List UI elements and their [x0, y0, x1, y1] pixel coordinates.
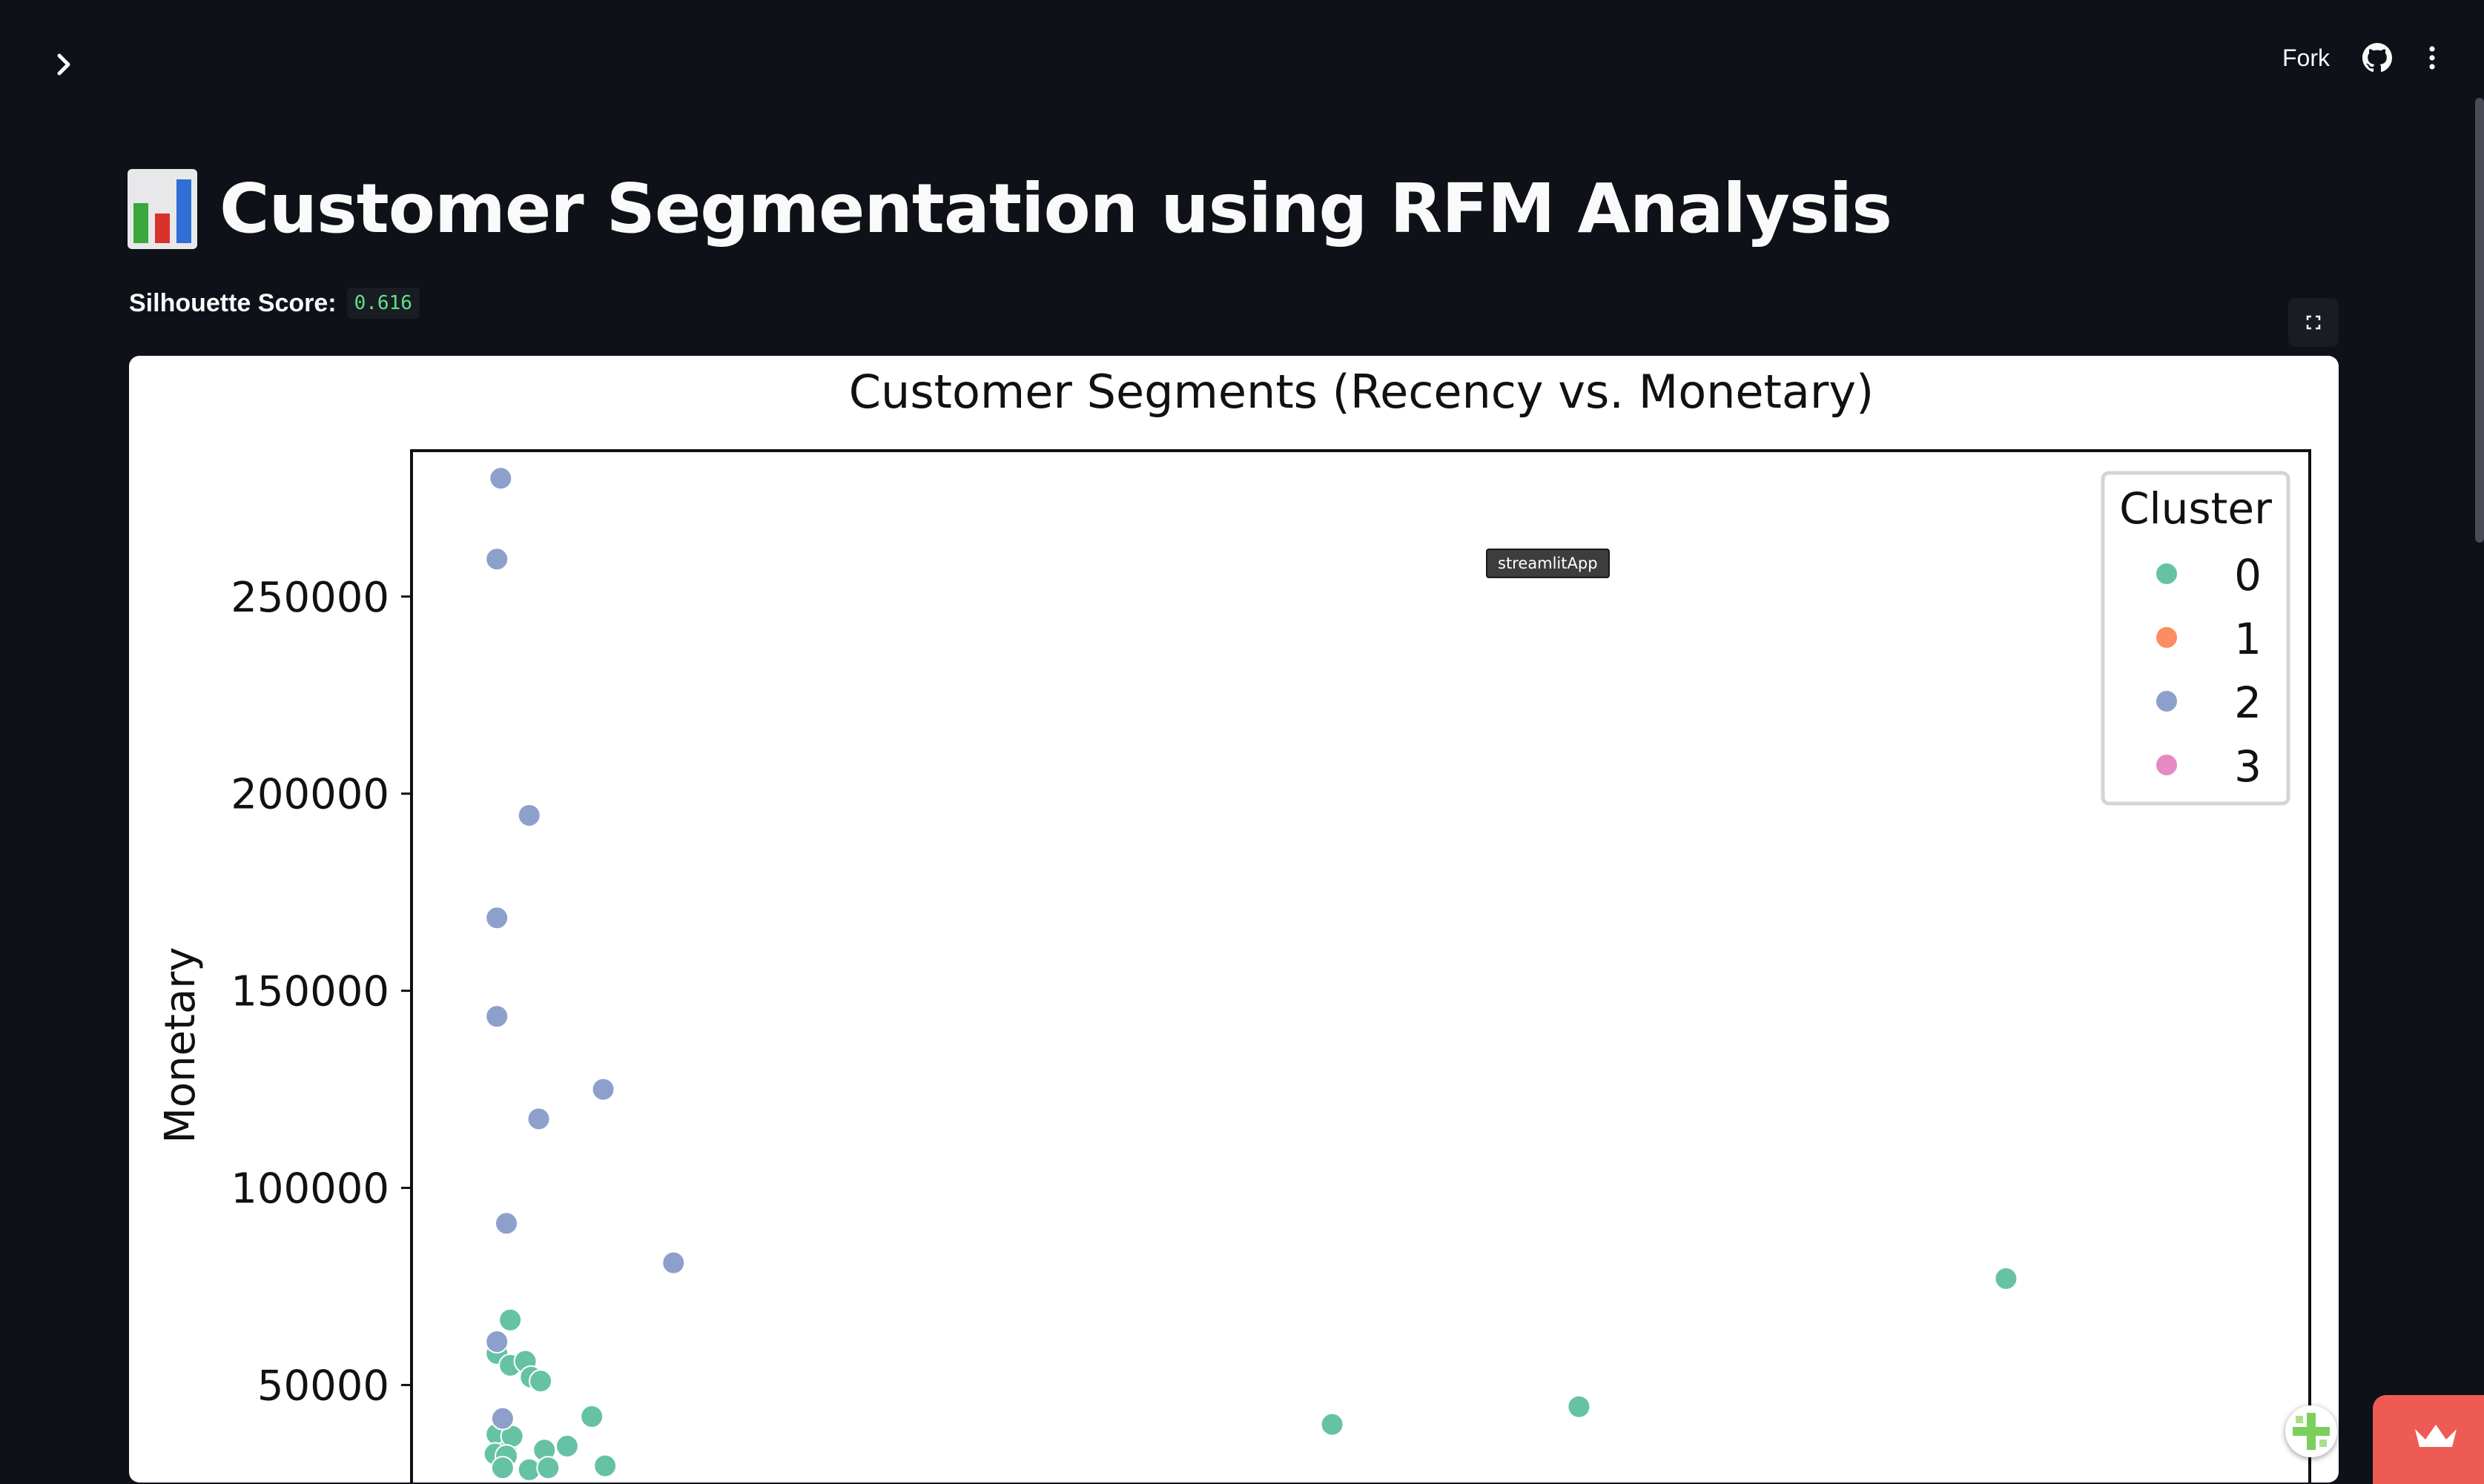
data-point-cluster-0 [529, 1369, 553, 1394]
fork-button[interactable]: Fork [2282, 44, 2330, 71]
data-point-cluster-2 [526, 1107, 551, 1131]
more-vertical-icon [2429, 46, 2435, 70]
data-point-cluster-2 [495, 1211, 518, 1236]
data-point-cluster-0 [580, 1404, 604, 1428]
legend-label: 3 [2234, 741, 2262, 792]
y-tick-label: 150000 [231, 968, 389, 1016]
data-point-cluster-2 [485, 906, 509, 930]
legend-title: Cluster [2119, 483, 2272, 534]
data-point-cluster-2 [591, 1077, 615, 1102]
page-header: Customer Segmentation using RFM Analysis [128, 169, 1892, 249]
fullscreen-icon [2306, 315, 2321, 330]
chevron-right-icon [57, 53, 70, 76]
plot-frame [410, 449, 2311, 1483]
legend-label: 2 [2234, 678, 2262, 728]
legend-marker [2155, 562, 2179, 586]
data-point-cluster-2 [490, 1406, 515, 1431]
y-axis-ticks: 50000 100000 150000 200000 250000 [231, 574, 412, 1410]
data-point-cluster-0 [1320, 1412, 1344, 1437]
legend-marker [2155, 626, 2179, 649]
legend-box [2101, 471, 2290, 806]
chart-container: Customer Segments (Recency vs. Monetary)… [129, 356, 2339, 1483]
github-icon [2362, 43, 2392, 73]
page-title: Customer Segmentation using RFM Analysis [219, 169, 1892, 248]
legend-marker [2155, 753, 2179, 777]
scrollbar-thumb[interactable] [2475, 98, 2484, 543]
plus-badge-icon [2293, 1413, 2330, 1450]
crown-icon [2415, 1425, 2457, 1447]
data-point-cluster-2 [485, 1329, 509, 1354]
y-tick-label: 50000 [257, 1362, 389, 1410]
data-point-cluster-0 [1567, 1394, 1591, 1419]
legend-label: 1 [2234, 614, 2262, 664]
y-tick-label: 250000 [231, 574, 389, 622]
y-axis-label: Monetary [156, 947, 205, 1144]
main-menu-button[interactable] [2425, 43, 2440, 73]
data-point-cluster-0 [536, 1456, 561, 1480]
data-point-cluster-0 [1994, 1266, 2018, 1291]
data-point-cluster-0 [490, 1456, 515, 1480]
y-tick-label: 100000 [231, 1165, 389, 1213]
legend: Cluster 0 1 2 3 [2101, 471, 2290, 806]
data-point-cluster-2 [485, 547, 509, 572]
fullscreen-button[interactable] [2288, 298, 2339, 347]
data-point-cluster-2 [485, 1004, 509, 1029]
scatter-chart: Customer Segments (Recency vs. Monetary)… [156, 365, 2311, 1483]
sidebar-toggle-button[interactable] [46, 46, 83, 83]
streamlit-hosted-badge[interactable] [2373, 1395, 2484, 1484]
legend-marker [2155, 689, 2179, 713]
legend-label: 0 [2234, 550, 2262, 600]
data-points [483, 466, 2018, 1482]
silhouette-score-label: Silhouette Score: [129, 288, 337, 317]
data-point-cluster-2 [489, 466, 513, 491]
tooltip: streamlitApp [1486, 549, 1610, 578]
chart-title: Customer Segments (Recency vs. Monetary) [849, 365, 1874, 419]
toolbar: Fork [2282, 37, 2440, 79]
silhouette-score: Silhouette Score: 0.616 [129, 288, 420, 319]
data-point-cluster-0 [555, 1434, 579, 1458]
data-point-cluster-0 [593, 1454, 618, 1478]
data-point-cluster-0 [498, 1308, 523, 1332]
data-point-cluster-2 [661, 1251, 686, 1275]
data-point-cluster-2 [517, 803, 541, 827]
bar-chart-icon [128, 169, 197, 249]
silhouette-score-value: 0.616 [346, 288, 420, 319]
status-widget-button[interactable] [2285, 1405, 2337, 1457]
github-button[interactable] [2362, 43, 2392, 73]
y-tick-label: 200000 [231, 771, 389, 819]
